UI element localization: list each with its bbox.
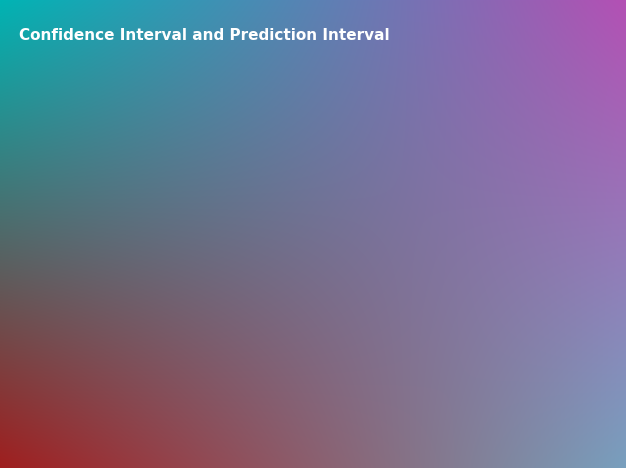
Point [135, 244, 145, 251]
Point [93, 267, 103, 274]
Text: Confidence Interval and Prediction Interval: Confidence Interval and Prediction Inter… [19, 28, 389, 43]
Point [292, 204, 302, 212]
Point [81, 301, 91, 308]
Point [201, 210, 211, 217]
Point [84, 290, 94, 297]
Point [85, 290, 95, 297]
Point [87, 278, 97, 285]
Point [110, 256, 120, 263]
Point [81, 295, 91, 303]
Legend: ESTIMATE, LCL, UCL, LPL, UPL: ESTIMATE, LCL, UCL, LPL, UPL [437, 158, 562, 267]
Point [101, 261, 111, 269]
Point [80, 301, 90, 308]
Point [95, 261, 105, 269]
Point [168, 221, 178, 229]
Point [105, 256, 115, 263]
Point [89, 278, 99, 285]
Point [143, 238, 153, 246]
Point [81, 307, 91, 314]
Point [91, 272, 101, 280]
Point [242, 204, 252, 212]
Point [82, 301, 92, 308]
Point [184, 215, 194, 223]
Point [350, 159, 360, 166]
Point [86, 278, 96, 285]
Point [81, 301, 91, 308]
Point [86, 284, 96, 291]
Point [83, 295, 93, 303]
Point [90, 272, 100, 280]
Point [86, 290, 96, 297]
Point [83, 301, 93, 308]
Point [82, 290, 92, 297]
Point [126, 244, 136, 251]
Point [79, 307, 89, 314]
Point [118, 249, 128, 257]
Point [250, 193, 260, 200]
Point [85, 295, 95, 303]
X-axis label: PLASMAKORTISOL__NM_: PLASMAKORTISOL__NM_ [153, 438, 341, 452]
Point [84, 295, 94, 303]
Point [80, 307, 90, 314]
Point [81, 295, 91, 303]
Point [97, 261, 107, 269]
Y-axis label: Dødelighet (%): Dødelighet (%) [24, 178, 38, 295]
Point [83, 290, 93, 297]
Point [159, 227, 169, 234]
Point [88, 272, 98, 280]
Point [86, 284, 96, 291]
